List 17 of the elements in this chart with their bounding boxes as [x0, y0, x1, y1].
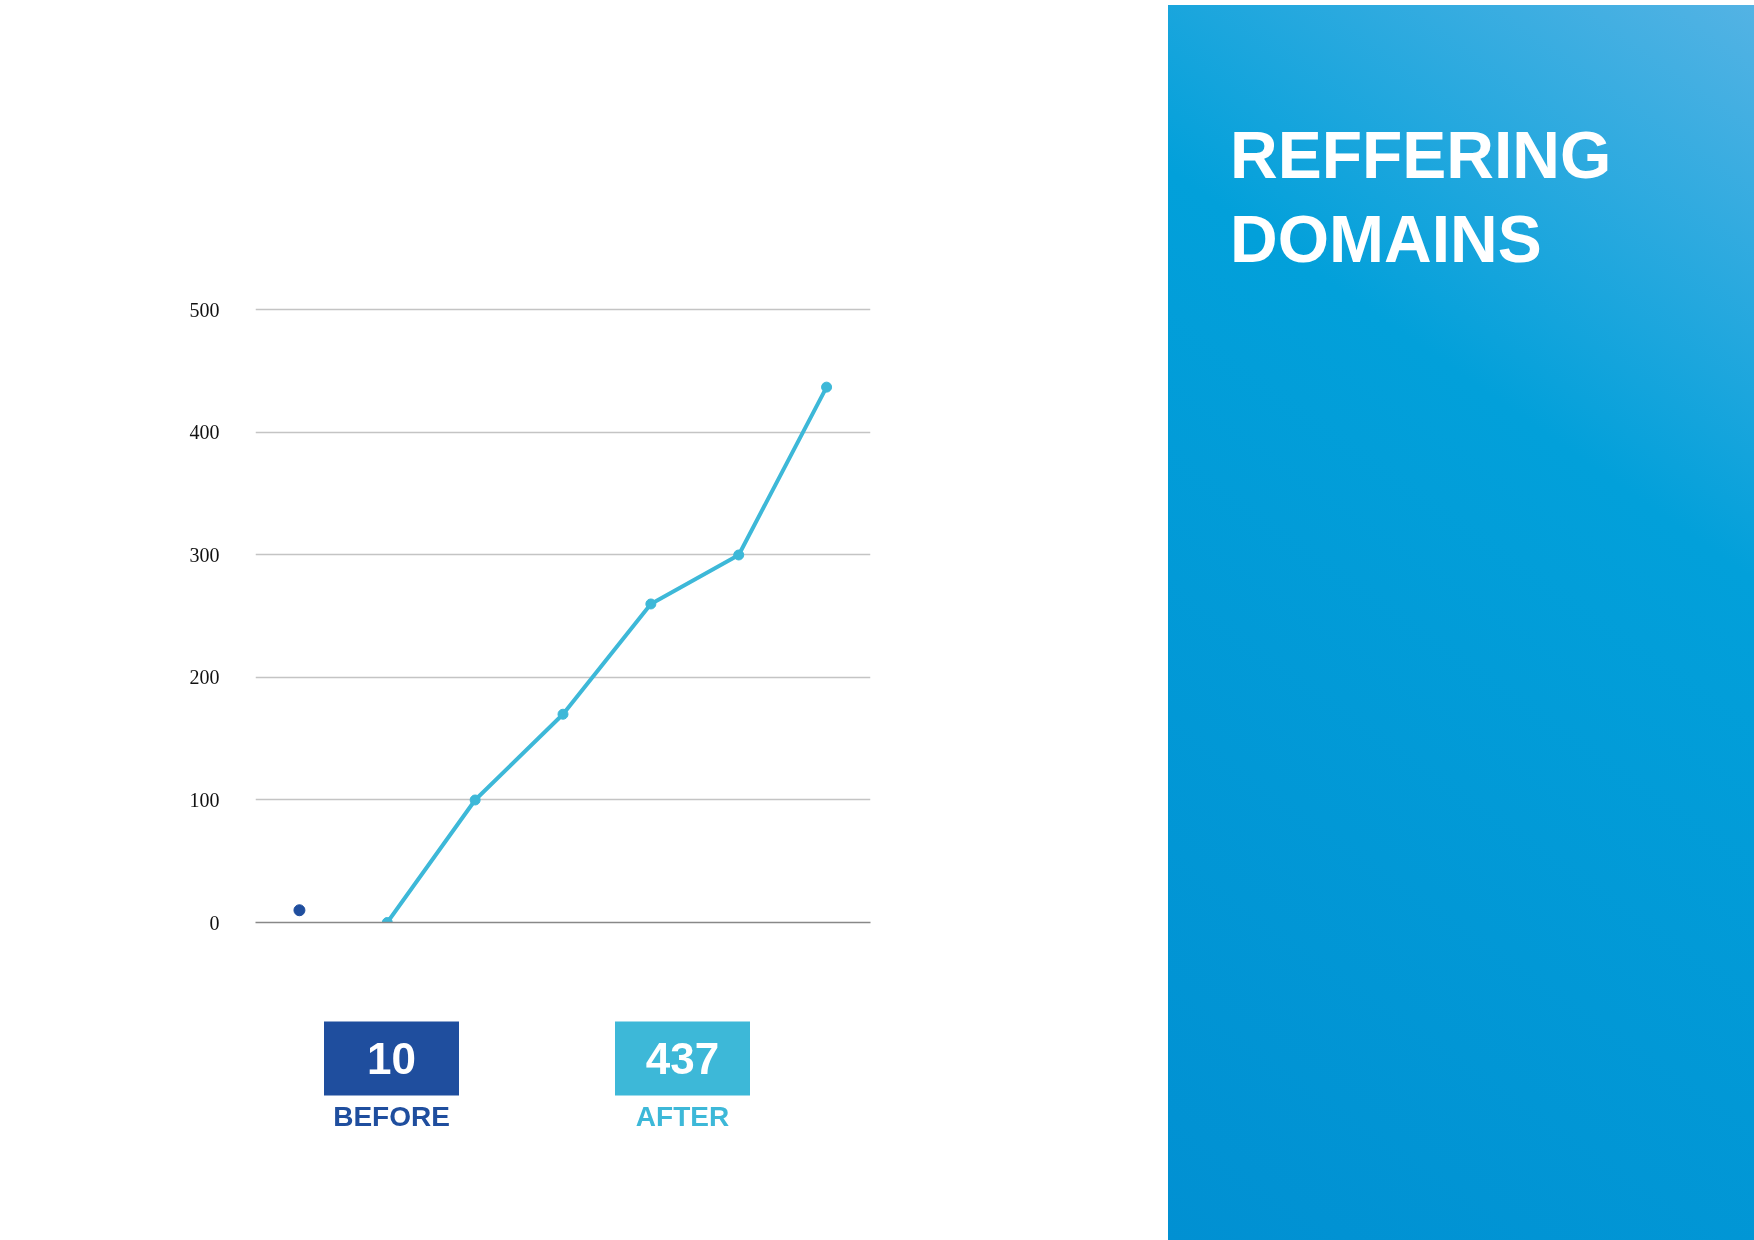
- point: [645, 598, 657, 610]
- point: [293, 904, 306, 917]
- point: [821, 381, 833, 393]
- text: BEFORE: [333, 1100, 450, 1132]
- text: 10: [367, 1034, 416, 1083]
- text: AFTER: [635, 1100, 730, 1132]
- y-tick-label: 300: [189, 543, 220, 566]
- y-tick-label: 100: [189, 788, 220, 811]
- text: REFFERING DOMAINS: [1230, 117, 1613, 278]
- y-tick-label: 200: [189, 666, 220, 689]
- y-tick-label: 400: [189, 421, 220, 444]
- y-tick-label: 500: [189, 298, 220, 321]
- y-tick-label: 0: [209, 911, 220, 934]
- point: [469, 794, 481, 806]
- point: [557, 708, 569, 720]
- text: 437: [645, 1034, 720, 1083]
- point: [733, 549, 745, 561]
